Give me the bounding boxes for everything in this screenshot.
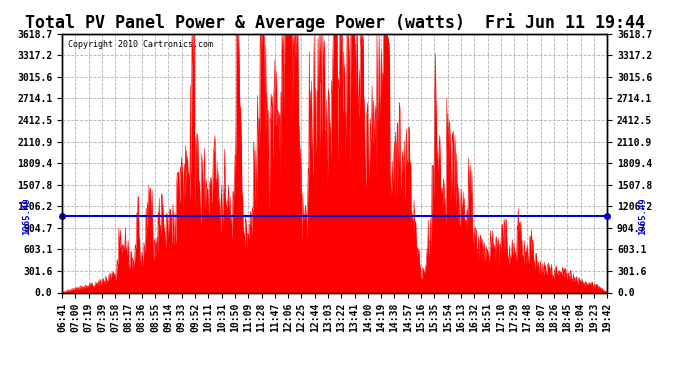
Text: 1065.49: 1065.49 — [638, 198, 647, 235]
Text: 1065.49: 1065.49 — [22, 198, 31, 235]
Text: Copyright 2010 Cartronics.com: Copyright 2010 Cartronics.com — [68, 40, 213, 49]
Title: Total PV Panel Power & Average Power (watts)  Fri Jun 11 19:44: Total PV Panel Power & Average Power (wa… — [25, 13, 644, 32]
